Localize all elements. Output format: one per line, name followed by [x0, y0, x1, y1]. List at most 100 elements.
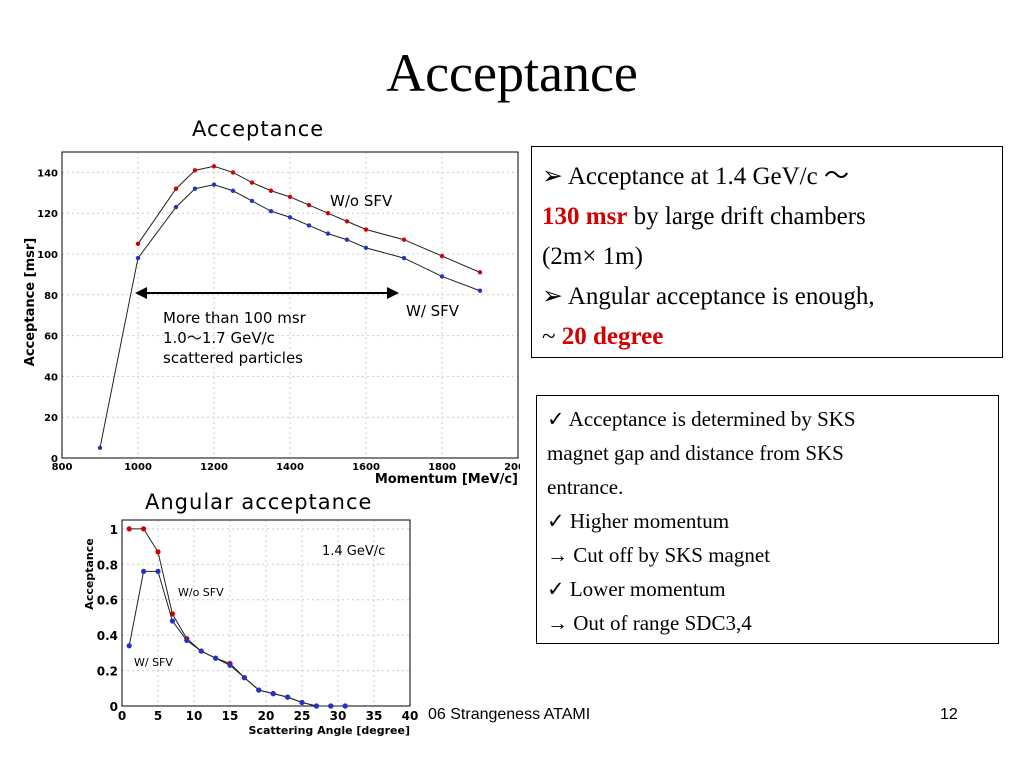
chart1-legend-wo-sfv: W/o SFV [330, 192, 393, 210]
chart2-frame [121, 519, 411, 707]
summary-line-5: ~ 20 degree [542, 323, 664, 350]
x-tick-label: 1200 [200, 462, 228, 473]
y-tick-label: 60 [44, 332, 58, 343]
data-point-series-1 [173, 204, 179, 210]
details-line: → Cut off by SKS magnet [547, 543, 771, 567]
chart1-annotation-line3: scattered particles [163, 349, 303, 367]
data-point-series-1 [477, 288, 483, 293]
x-tick-label: 25 [294, 709, 311, 723]
chart2-xlabel: Scattering Angle [degree] [249, 724, 410, 737]
chart2-legend-wo-sfv: W/o SFV [178, 586, 224, 599]
y-tick-label: 0.4 [97, 629, 118, 643]
chart1-xlabel: Momentum [MeV/c] [375, 472, 518, 487]
x-tick-label: 1000 [124, 462, 152, 473]
x-tick-label: 1800 [428, 462, 456, 473]
data-point-series-1 [227, 662, 233, 668]
data-point-series-0 [401, 237, 407, 242]
data-point-series-0 [268, 188, 274, 193]
slide-footer: 06 Strangeness ATAMI [428, 706, 591, 723]
x-tick-label: 2000 [504, 462, 520, 473]
data-point-series-1 [328, 703, 334, 709]
x-tick-label: 1400 [276, 462, 304, 473]
y-tick-label: 20 [44, 413, 58, 424]
data-point-series-1 [184, 637, 190, 644]
y-tick-label: 1 [110, 523, 118, 537]
data-point-series-0 [325, 211, 331, 216]
data-point-series-0 [363, 227, 369, 232]
x-tick-label: 10 [186, 709, 203, 723]
data-point-series-0 [477, 270, 483, 275]
data-point-series-1 [141, 568, 147, 574]
range-arrow-right-head [387, 287, 399, 299]
data-point-series-0 [192, 168, 198, 173]
data-point-series-1 [285, 694, 291, 700]
summary-line-4: ➢ Angular acceptance is enough, [542, 283, 875, 310]
details-line: magnet gap and distance from SKS [547, 441, 844, 465]
data-point-series-1 [306, 223, 312, 228]
x-tick-label: 0 [118, 709, 126, 723]
chart2-ylabel: Acceptance [83, 538, 96, 609]
y-tick-label: 140 [37, 168, 58, 179]
x-tick-label: 35 [366, 709, 383, 723]
highlight-130msr: 130 msr [542, 203, 628, 230]
summary-line-1: ➢ Acceptance at 1.4 GeV/c ～ [542, 163, 849, 190]
data-point-series-1 [270, 691, 276, 697]
chart1-annotation: More than 100 msr 1.0～1.7 GeV/c scattere… [135, 287, 399, 367]
series-line-0 [129, 528, 346, 707]
data-point-series-1 [155, 568, 161, 574]
data-point-series-1 [241, 675, 247, 681]
details-line: → Out of range SDC3,4 [547, 611, 752, 635]
data-point-series-1 [97, 445, 103, 450]
details-line: ✓ Acceptance is determined by SKS [547, 407, 856, 431]
data-point-series-1 [287, 215, 293, 220]
details-line: entrance. [547, 475, 624, 499]
y-tick-label: 40 [44, 372, 58, 383]
x-tick-label: 15 [222, 709, 239, 723]
data-point-series-1 [401, 255, 407, 261]
bullet-arrow-icon: ➢ [542, 163, 568, 190]
x-tick-label: 1600 [352, 462, 380, 473]
data-point-series-1 [344, 237, 350, 242]
series-line-0 [137, 165, 481, 273]
data-point-series-0 [135, 241, 141, 246]
chart1-ticks: 800 1000 1200 1400 1600 1800 2000 0 20 40 60 80 100 1… [37, 168, 520, 473]
bullet-arrow-icon: ➢ [542, 283, 568, 310]
data-point-series-1 [211, 182, 217, 187]
summary-line-3: (2m× 1m) [542, 243, 643, 270]
chart1-frame [61, 151, 519, 459]
data-point-series-1 [126, 643, 132, 649]
y-tick-label: 0 [110, 700, 118, 714]
data-point-series-1 [439, 274, 445, 279]
chart2-legend-w-sfv: W/ SFV [134, 656, 173, 669]
data-point-series-0 [141, 526, 147, 532]
y-tick-label: 80 [44, 291, 58, 302]
data-point-series-1 [363, 245, 369, 251]
data-point-series-0 [439, 253, 445, 259]
data-point-series-1 [256, 687, 262, 693]
data-point-series-1 [325, 231, 331, 236]
x-tick-label: 20 [258, 709, 275, 723]
x-tick-label: 5 [154, 709, 162, 723]
chart2-title: Angular acceptance [145, 490, 373, 514]
data-point-series-0 [287, 194, 293, 200]
slide-title: Acceptance [386, 43, 638, 103]
details-box: ✓ Acceptance is determined by SKS magnet… [536, 395, 999, 644]
details-line: ✓ Lower momentum [547, 577, 726, 601]
data-point-series-1 [198, 648, 204, 654]
data-point-series-0 [173, 186, 179, 191]
data-point-series-0 [344, 219, 350, 224]
slide-page-number: 12 [940, 706, 958, 723]
y-tick-label: 0.8 [97, 558, 118, 572]
y-tick-label: 0 [51, 454, 58, 465]
highlight-20degree: 20 degree [561, 323, 664, 350]
data-point-series-0 [211, 164, 217, 169]
y-tick-label: 120 [37, 209, 58, 220]
x-tick-label: 800 [52, 462, 73, 473]
details-line: ✓ Higher momentum [547, 509, 730, 533]
data-point-series-1 [342, 703, 348, 709]
chart1-legend-w-sfv: W/ SFV [406, 302, 460, 320]
y-tick-label: 100 [37, 250, 58, 261]
acceptance-chart: 800 1000 1200 1400 1600 1800 2000 0 20 40 60 80 100 1… [23, 151, 520, 487]
chart1-annotation-line2: 1.0～1.7 GeV/c [163, 329, 275, 347]
data-point-series-1 [192, 186, 198, 191]
